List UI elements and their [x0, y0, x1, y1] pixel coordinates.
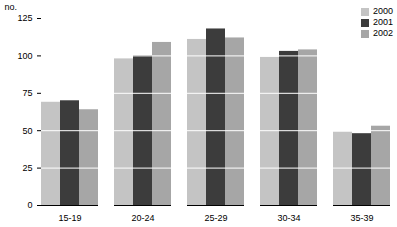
- svg-text:25-29: 25-29: [204, 213, 227, 223]
- html-text:2002: 2002: [373, 28, 393, 38]
- svg-text:15-19: 15-19: [58, 213, 81, 223]
- svg-text:50: 50: [22, 126, 32, 136]
- html-text:2000: 2000: [373, 6, 393, 16]
- svg-text:100: 100: [17, 51, 32, 61]
- svg-text:75: 75: [22, 88, 32, 98]
- svg-text:25: 25: [22, 163, 32, 173]
- html-text:2001: 2001: [373, 17, 393, 27]
- svg-text:30-34: 30-34: [277, 213, 300, 223]
- svg-text:35-39: 35-39: [350, 213, 373, 223]
- svg-text:20-24: 20-24: [131, 213, 154, 223]
- svg-text:125: 125: [17, 13, 32, 23]
- svg-text:no.: no.: [5, 2, 18, 12]
- svg-text:0: 0: [27, 200, 32, 210]
